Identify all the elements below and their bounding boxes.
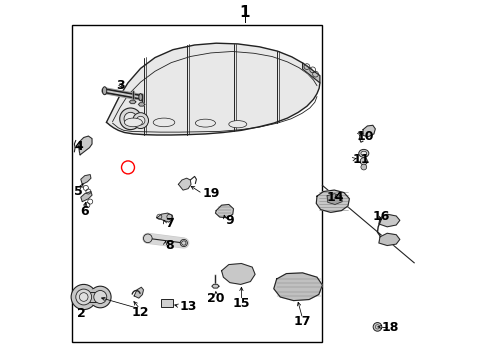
Text: 8: 8 bbox=[165, 239, 174, 252]
Text: 12: 12 bbox=[131, 306, 148, 319]
Text: 4: 4 bbox=[74, 140, 83, 153]
Text: 16: 16 bbox=[372, 210, 390, 223]
Ellipse shape bbox=[229, 121, 247, 128]
Ellipse shape bbox=[196, 119, 216, 127]
Polygon shape bbox=[81, 175, 91, 184]
Text: 3: 3 bbox=[117, 79, 125, 92]
Text: 11: 11 bbox=[353, 153, 370, 166]
Polygon shape bbox=[81, 192, 92, 202]
Ellipse shape bbox=[153, 118, 175, 127]
Circle shape bbox=[133, 113, 148, 129]
Polygon shape bbox=[316, 190, 349, 212]
Polygon shape bbox=[139, 103, 145, 106]
Circle shape bbox=[136, 116, 145, 125]
Circle shape bbox=[79, 293, 88, 301]
Circle shape bbox=[90, 286, 111, 308]
Polygon shape bbox=[216, 204, 233, 218]
Circle shape bbox=[360, 158, 368, 165]
Circle shape bbox=[94, 291, 107, 303]
Text: 19: 19 bbox=[202, 187, 220, 200]
Polygon shape bbox=[303, 63, 320, 83]
Circle shape bbox=[180, 239, 187, 247]
Polygon shape bbox=[379, 214, 400, 227]
Polygon shape bbox=[157, 213, 173, 222]
Circle shape bbox=[373, 323, 382, 331]
Text: 7: 7 bbox=[165, 217, 174, 230]
Text: 10: 10 bbox=[357, 130, 374, 143]
Ellipse shape bbox=[102, 87, 107, 95]
Text: 17: 17 bbox=[294, 315, 311, 328]
Circle shape bbox=[361, 164, 367, 170]
Polygon shape bbox=[134, 287, 144, 298]
Bar bbox=[162, 299, 173, 307]
Text: 15: 15 bbox=[233, 297, 250, 310]
Polygon shape bbox=[327, 194, 342, 204]
Ellipse shape bbox=[359, 149, 369, 157]
Text: 2: 2 bbox=[77, 307, 86, 320]
Polygon shape bbox=[212, 284, 219, 288]
Circle shape bbox=[124, 112, 137, 125]
Circle shape bbox=[144, 234, 152, 243]
Text: 20: 20 bbox=[207, 292, 225, 305]
Text: 13: 13 bbox=[179, 300, 197, 313]
Text: 1: 1 bbox=[240, 5, 250, 20]
Circle shape bbox=[71, 284, 97, 310]
Polygon shape bbox=[178, 178, 191, 190]
Polygon shape bbox=[363, 125, 375, 137]
Polygon shape bbox=[379, 233, 400, 246]
Text: 9: 9 bbox=[225, 214, 234, 227]
Polygon shape bbox=[274, 273, 322, 301]
Text: 18: 18 bbox=[381, 321, 398, 334]
Polygon shape bbox=[79, 136, 92, 155]
Ellipse shape bbox=[124, 118, 143, 127]
Polygon shape bbox=[129, 100, 136, 104]
Circle shape bbox=[120, 108, 141, 130]
Ellipse shape bbox=[361, 151, 367, 156]
Text: 6: 6 bbox=[80, 205, 88, 218]
Bar bbox=[72, 25, 322, 342]
Polygon shape bbox=[106, 43, 320, 135]
Circle shape bbox=[76, 289, 92, 305]
Ellipse shape bbox=[139, 94, 143, 101]
Text: 14: 14 bbox=[327, 191, 344, 204]
Polygon shape bbox=[221, 264, 255, 284]
Text: 5: 5 bbox=[74, 185, 83, 198]
